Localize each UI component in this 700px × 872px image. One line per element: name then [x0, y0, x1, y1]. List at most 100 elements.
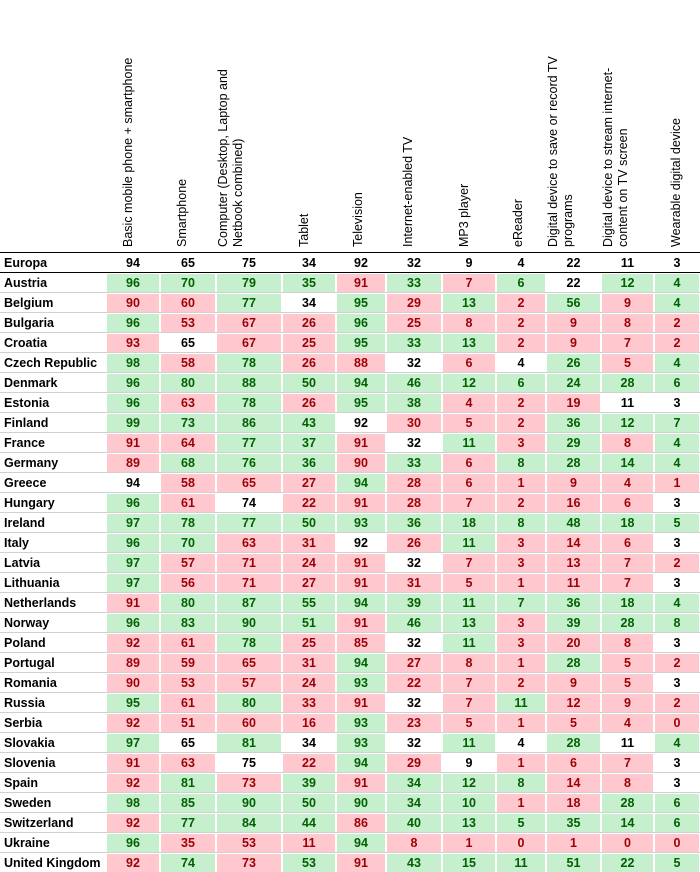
heatmap-cell — [283, 454, 335, 472]
heatmap-cell — [443, 454, 495, 472]
heatmap-cell — [443, 674, 495, 692]
cell-value: 32 — [407, 556, 421, 570]
heatmap-cell — [497, 514, 545, 532]
heatmap-cell — [547, 794, 600, 812]
heatmap-cell — [107, 434, 159, 452]
heatmap-cell — [217, 734, 281, 752]
cell-value: 6 — [624, 496, 631, 510]
heatmap-cell — [655, 814, 699, 832]
cell-value: 18 — [567, 796, 581, 810]
cell-value: 74 — [242, 496, 256, 510]
cell-value: 4 — [518, 736, 525, 750]
cell-value: 2 — [518, 316, 525, 330]
cell-value: 76 — [242, 456, 256, 470]
heatmap-cell — [217, 514, 281, 532]
cell-value: 77 — [242, 436, 256, 450]
heatmap-cell — [107, 394, 159, 412]
heatmap-cell — [337, 814, 385, 832]
cell-value: 9 — [570, 316, 577, 330]
heatmap-cell — [161, 314, 215, 332]
heatmap-cell — [387, 834, 441, 852]
cell-value: 91 — [354, 616, 368, 630]
heatmap-cell — [217, 834, 281, 852]
heatmap-cell — [161, 574, 215, 592]
cell-value: 25 — [302, 336, 316, 350]
heatmap-cell — [497, 774, 545, 792]
heatmap-cell — [387, 514, 441, 532]
cell-value: 24 — [567, 376, 581, 390]
cell-value: 6 — [674, 376, 681, 390]
heatmap-cell — [655, 614, 699, 632]
heatmap-cell — [161, 274, 215, 292]
heatmap-cell — [443, 734, 495, 752]
cell-value: 9 — [466, 256, 473, 270]
cell-value: 83 — [181, 616, 195, 630]
cell-value: 58 — [181, 476, 195, 490]
heatmap-cell — [547, 554, 600, 572]
cell-value: 7 — [518, 596, 525, 610]
column-header-text: Basic mobile phone + smartphone — [121, 58, 135, 247]
cell-value: 13 — [462, 816, 476, 830]
heatmap-cell — [217, 474, 281, 492]
heatmap-cell — [337, 574, 385, 592]
row-label: Estonia — [4, 396, 50, 410]
heatmap-cell — [217, 674, 281, 692]
heatmap-cell — [497, 754, 545, 772]
cell-value: 95 — [126, 696, 140, 710]
heatmap-cell — [217, 634, 281, 652]
cell-value: 4 — [674, 736, 681, 750]
heatmap-cell — [547, 854, 600, 872]
cell-value: 97 — [126, 516, 140, 530]
cell-value: 22 — [621, 856, 635, 870]
cell-value: 18 — [462, 516, 476, 530]
cell-value: 33 — [407, 276, 421, 290]
cell-value: 70 — [181, 276, 195, 290]
heatmap-cell — [443, 434, 495, 452]
heatmap-cell — [655, 714, 699, 732]
heatmap-cell — [161, 614, 215, 632]
cell-value: 7 — [466, 276, 473, 290]
heatmap-cell — [443, 554, 495, 572]
heatmap-cell — [602, 554, 653, 572]
cell-value: 9 — [624, 296, 631, 310]
cell-value: 70 — [181, 536, 195, 550]
heatmap-cell — [161, 754, 215, 772]
heatmap-cell — [337, 614, 385, 632]
cell-value: 37 — [302, 436, 316, 450]
cell-value: 14 — [567, 776, 581, 790]
row-label: Romania — [4, 676, 58, 690]
row-label: Portugal — [4, 656, 55, 670]
cell-value: 51 — [567, 856, 581, 870]
cell-value: 32 — [407, 256, 421, 270]
cell-value: 11 — [302, 836, 315, 850]
cell-value: 61 — [181, 636, 195, 650]
heatmap-cell — [547, 814, 600, 832]
heatmap-cell — [161, 474, 215, 492]
heatmap-cell — [443, 714, 495, 732]
heatmap-cell — [497, 454, 545, 472]
cell-value: 92 — [354, 256, 368, 270]
heatmap-cell — [443, 694, 495, 712]
cell-value: 85 — [181, 796, 195, 810]
heatmap-cell — [387, 794, 441, 812]
heatmap-cell — [161, 534, 215, 552]
heatmap-cell — [337, 374, 385, 392]
cell-value: 8 — [466, 316, 473, 330]
cell-value: 2 — [518, 416, 525, 430]
heatmap-cell — [387, 674, 441, 692]
heatmap-cell — [497, 814, 545, 832]
column-header: Basic mobile phone + smartphone — [121, 58, 135, 247]
cell-value: 96 — [126, 376, 140, 390]
cell-value: 0 — [624, 836, 631, 850]
column-header-text: Wearable digital device — [669, 118, 683, 247]
cell-value: 2 — [518, 396, 525, 410]
heatmap-cell — [337, 714, 385, 732]
column-header: Wearable digital device — [669, 118, 683, 247]
heatmap-cell — [443, 774, 495, 792]
cell-value: 43 — [302, 416, 316, 430]
cell-value: 7 — [466, 556, 473, 570]
heatmap-cell — [443, 334, 495, 352]
cell-value: 3 — [518, 556, 525, 570]
cell-value: 53 — [302, 856, 316, 870]
heatmap-cell — [655, 834, 699, 852]
